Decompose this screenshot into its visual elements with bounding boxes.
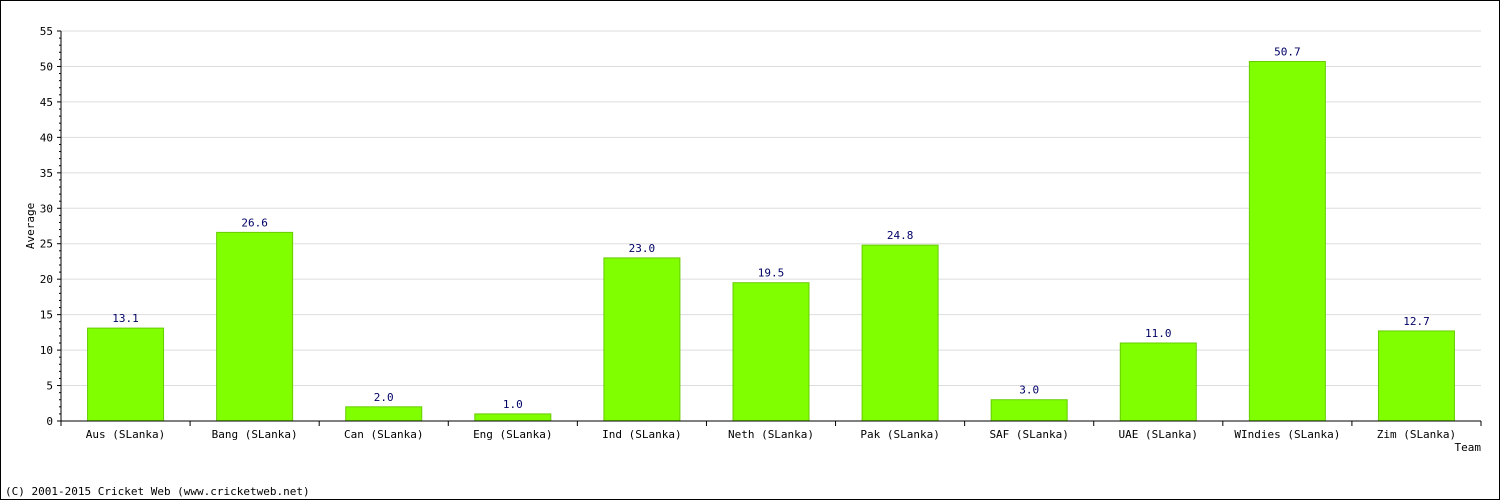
bar — [1377, 330, 1455, 422]
bar-value-label: 13.1 — [112, 312, 139, 325]
x-tick-label: WIndies (SLanka) — [1234, 428, 1340, 441]
bar — [990, 399, 1068, 422]
bar-value-label: 50.7 — [1274, 45, 1301, 58]
y-axis-title: Average — [24, 203, 37, 249]
bar — [474, 413, 552, 422]
y-tick-label: 5 — [46, 380, 53, 393]
y-tick-label: 35 — [40, 167, 53, 180]
x-tick-label: SAF (SLanka) — [989, 428, 1068, 441]
axes — [57, 30, 1482, 426]
bar-value-label: 23.0 — [629, 242, 656, 255]
bar — [861, 244, 939, 422]
bar-value-label: 3.0 — [1019, 384, 1039, 397]
bar-value-label: 11.0 — [1145, 327, 1172, 340]
bar — [1119, 342, 1197, 422]
x-tick-label: Ind (SLanka) — [602, 428, 681, 441]
x-tick-label: Pak (SLanka) — [860, 428, 939, 441]
y-tick-label: 50 — [40, 60, 53, 73]
copyright-notice: (C) 2001-2015 Cricket Web (www.cricketwe… — [5, 485, 310, 498]
bar — [732, 282, 810, 422]
x-axis-title: Team — [1455, 441, 1482, 454]
x-tick-label: Zim (SLanka) — [1377, 428, 1456, 441]
x-tick-label: Eng (SLanka) — [473, 428, 552, 441]
y-tick-label: 20 — [40, 273, 53, 286]
bar — [87, 327, 165, 422]
bars — [87, 60, 1455, 422]
bar-value-label: 1.0 — [503, 398, 523, 411]
bar — [345, 406, 423, 422]
x-tick-label: Aus (SLanka) — [86, 428, 165, 441]
y-tick-label: 40 — [40, 131, 53, 144]
y-tick-label: 30 — [40, 202, 53, 215]
bar-value-label: 24.8 — [887, 229, 914, 242]
bar — [603, 257, 681, 422]
labels: 0 5 10 15 20 25 30 35 40 45 50 55 13.1 Aus (SLanka) 26… — [40, 25, 1456, 441]
bar-value-label: 12.7 — [1403, 315, 1430, 328]
x-tick-label: UAE (SLanka) — [1119, 428, 1198, 441]
x-tick-label: Bang (SLanka) — [212, 428, 298, 441]
bar-value-label: 26.6 — [241, 216, 268, 229]
gridlines — [61, 30, 1481, 387]
bar-value-label: 2.0 — [374, 391, 394, 404]
bar — [216, 231, 294, 422]
y-tick-label: 55 — [40, 25, 53, 38]
y-tick-label: 25 — [40, 238, 53, 251]
y-tick-label: 15 — [40, 309, 53, 322]
x-tick-label: Neth (SLanka) — [728, 428, 814, 441]
y-tick-label: 0 — [46, 415, 53, 428]
y-tick-label: 10 — [40, 344, 53, 357]
x-tick-label: Can (SLanka) — [344, 428, 423, 441]
bar-value-label: 19.5 — [758, 267, 785, 280]
bar — [1248, 60, 1326, 422]
y-tick-label: 45 — [40, 96, 53, 109]
